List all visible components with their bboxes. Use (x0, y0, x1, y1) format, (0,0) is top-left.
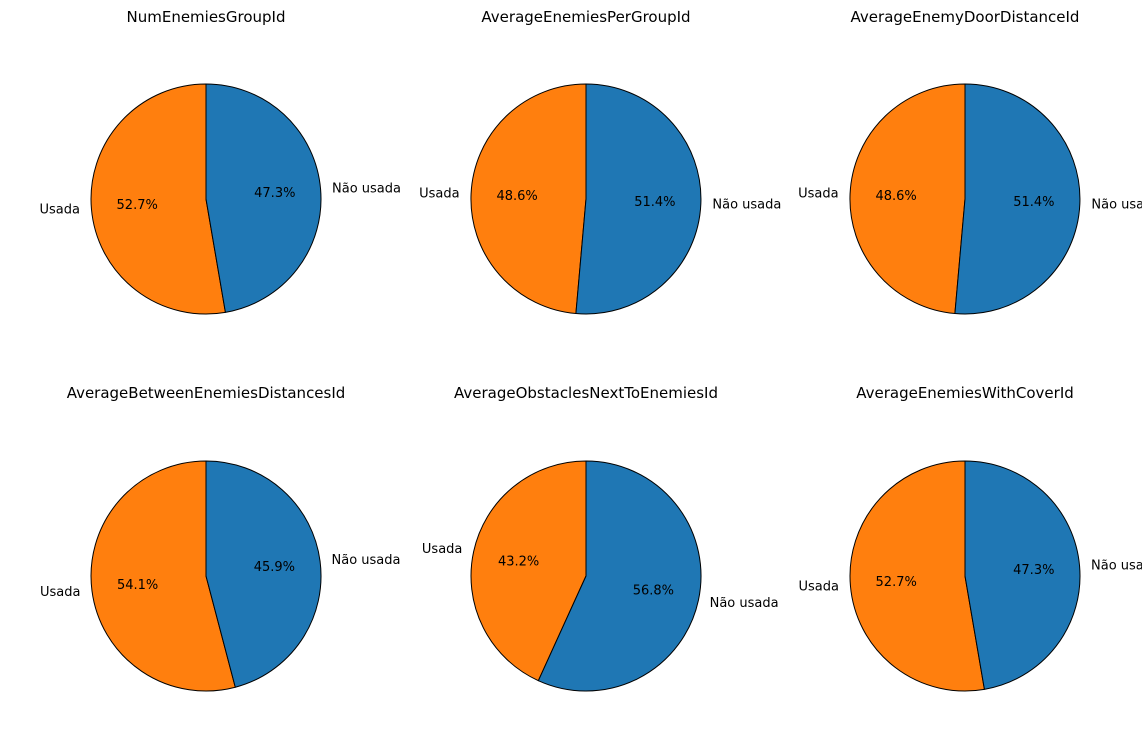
chart-title: NumEnemiesGroupId (127, 8, 286, 26)
slice-label: Não usada (1091, 558, 1142, 573)
slice-label: Usada (40, 585, 80, 600)
pie-slice-nao-usada (964, 460, 1081, 690)
pie-slice-nao-usada (954, 83, 1081, 315)
slice-percent-label: 54.1% (117, 578, 158, 593)
slice-percent-label: 51.4% (1013, 195, 1054, 210)
slice-label: Usada (798, 186, 838, 201)
chart-title: AverageBetweenEnemiesDistancesId (67, 384, 346, 402)
slice-percent-label: 47.3% (1013, 563, 1054, 578)
pie-slice-usada (470, 460, 587, 682)
slice-label: Não usada (710, 596, 779, 611)
pie-chart: AverageObstaclesNextToEnemiesId Usada 43.2… (422, 384, 779, 692)
pie-chart: AverageBetweenEnemiesDistancesId Usada 54.… (40, 384, 401, 692)
pie-slice-nao-usada (537, 460, 702, 692)
pie-slice-usada (849, 460, 985, 692)
pie-slice-usada (470, 83, 587, 315)
pie-slice-usada (90, 460, 236, 692)
pie-slice-usada (90, 83, 226, 315)
slice-percent-label: 52.7% (876, 575, 917, 590)
pie-slice-nao-usada (205, 83, 322, 313)
chart-title: AverageObstaclesNextToEnemiesId (454, 384, 718, 402)
chart-title: AverageEnemiesWithCoverId (856, 384, 1074, 402)
slice-percent-label: 51.4% (634, 195, 675, 210)
slice-percent-label: 43.2% (498, 554, 539, 569)
slice-label: Usada (419, 186, 459, 201)
slice-percent-label: 48.6% (496, 189, 537, 204)
slice-percent-label: 56.8% (633, 584, 674, 599)
chart-title: AverageEnemyDoorDistanceId (851, 8, 1080, 26)
slice-label: Não usada (712, 198, 781, 213)
pie-chart: AverageEnemyDoorDistanceId Usada 48.6% Não … (798, 8, 1142, 315)
slice-percent-label: 48.6% (875, 189, 916, 204)
slice-label: Não usada (332, 181, 401, 196)
pie-slice-nao-usada (205, 460, 322, 688)
pie-slice-nao-usada (575, 83, 702, 315)
chart-title: AverageEnemiesPerGroupId (481, 8, 690, 26)
pie-chart: AverageEnemiesWithCoverId Usada 52.7% Não u… (799, 384, 1142, 692)
slice-label: Não usada (332, 553, 401, 568)
slice-label: Usada (799, 580, 839, 595)
slice-percent-label: 45.9% (254, 560, 295, 575)
slice-label: Usada (422, 542, 462, 557)
slice-percent-label: 52.7% (117, 198, 158, 213)
pie-slice-usada (849, 83, 966, 315)
slice-label: Usada (40, 203, 80, 218)
slice-percent-label: 47.3% (254, 186, 295, 201)
pie-chart: AverageEnemiesPerGroupId Usada 48.6% Não us… (419, 8, 781, 315)
slice-label: Não usada (1091, 198, 1142, 213)
pie-chart: NumEnemiesGroupId Usada 52.7% Não usada 47.3… (40, 8, 401, 315)
